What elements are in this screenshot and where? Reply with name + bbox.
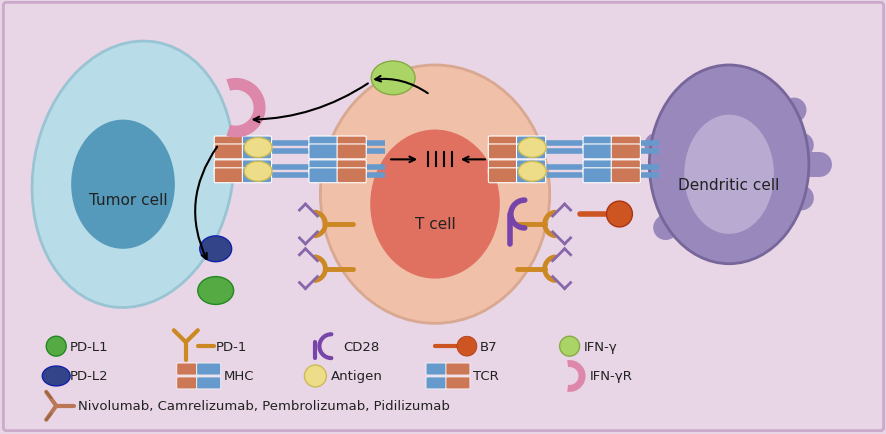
FancyBboxPatch shape bbox=[176, 363, 197, 375]
Ellipse shape bbox=[43, 366, 70, 386]
Text: B7: B7 bbox=[479, 340, 497, 353]
Ellipse shape bbox=[71, 120, 175, 249]
Text: TCR: TCR bbox=[472, 370, 498, 383]
Circle shape bbox=[559, 336, 579, 356]
FancyBboxPatch shape bbox=[488, 137, 517, 151]
FancyBboxPatch shape bbox=[242, 168, 271, 183]
Ellipse shape bbox=[517, 162, 546, 182]
FancyBboxPatch shape bbox=[337, 161, 366, 175]
FancyBboxPatch shape bbox=[308, 161, 338, 175]
Text: IFN-γR: IFN-γR bbox=[589, 370, 632, 383]
FancyBboxPatch shape bbox=[308, 168, 338, 183]
FancyBboxPatch shape bbox=[197, 377, 221, 389]
Ellipse shape bbox=[517, 138, 546, 158]
Ellipse shape bbox=[683, 115, 773, 234]
Text: CD28: CD28 bbox=[343, 340, 379, 353]
FancyBboxPatch shape bbox=[214, 161, 243, 175]
Text: PD-1: PD-1 bbox=[215, 340, 247, 353]
FancyBboxPatch shape bbox=[488, 145, 517, 160]
FancyBboxPatch shape bbox=[308, 145, 338, 160]
Text: T cell: T cell bbox=[414, 217, 455, 232]
Text: Dendritic cell: Dendritic cell bbox=[678, 178, 779, 192]
Ellipse shape bbox=[371, 62, 415, 95]
Text: PD-L1: PD-L1 bbox=[70, 340, 109, 353]
FancyBboxPatch shape bbox=[425, 363, 446, 375]
Polygon shape bbox=[566, 360, 585, 392]
Ellipse shape bbox=[32, 42, 234, 308]
FancyBboxPatch shape bbox=[242, 161, 271, 175]
Text: IFN-γ: IFN-γ bbox=[583, 340, 617, 353]
FancyBboxPatch shape bbox=[337, 145, 366, 160]
FancyBboxPatch shape bbox=[516, 168, 545, 183]
Text: Tumor cell: Tumor cell bbox=[89, 192, 167, 207]
FancyBboxPatch shape bbox=[214, 137, 243, 151]
FancyBboxPatch shape bbox=[582, 137, 611, 151]
FancyBboxPatch shape bbox=[242, 137, 271, 151]
Ellipse shape bbox=[369, 130, 499, 279]
FancyBboxPatch shape bbox=[425, 377, 446, 389]
Circle shape bbox=[304, 365, 326, 387]
FancyBboxPatch shape bbox=[488, 168, 517, 183]
FancyBboxPatch shape bbox=[582, 145, 611, 160]
Text: Nivolumab, Camrelizumab, Pembrolizumab, Pidilizumab: Nivolumab, Camrelizumab, Pembrolizumab, … bbox=[78, 399, 449, 412]
Ellipse shape bbox=[649, 66, 808, 264]
FancyBboxPatch shape bbox=[337, 137, 366, 151]
FancyBboxPatch shape bbox=[610, 145, 640, 160]
FancyBboxPatch shape bbox=[446, 377, 470, 389]
FancyBboxPatch shape bbox=[516, 161, 545, 175]
FancyBboxPatch shape bbox=[446, 363, 470, 375]
FancyBboxPatch shape bbox=[610, 161, 640, 175]
FancyBboxPatch shape bbox=[308, 137, 338, 151]
FancyBboxPatch shape bbox=[610, 168, 640, 183]
Ellipse shape bbox=[244, 138, 272, 158]
Ellipse shape bbox=[198, 277, 233, 305]
FancyBboxPatch shape bbox=[197, 363, 221, 375]
Ellipse shape bbox=[320, 66, 549, 324]
Ellipse shape bbox=[244, 162, 272, 182]
FancyBboxPatch shape bbox=[516, 137, 545, 151]
FancyBboxPatch shape bbox=[242, 145, 271, 160]
Circle shape bbox=[456, 336, 477, 356]
Text: PD-L2: PD-L2 bbox=[70, 370, 109, 383]
Circle shape bbox=[46, 336, 66, 356]
Circle shape bbox=[606, 202, 632, 227]
FancyBboxPatch shape bbox=[516, 145, 545, 160]
FancyBboxPatch shape bbox=[337, 168, 366, 183]
FancyBboxPatch shape bbox=[176, 377, 197, 389]
FancyBboxPatch shape bbox=[214, 168, 243, 183]
Polygon shape bbox=[226, 79, 265, 138]
FancyBboxPatch shape bbox=[582, 161, 611, 175]
Text: Antigen: Antigen bbox=[331, 370, 383, 383]
FancyBboxPatch shape bbox=[610, 137, 640, 151]
Ellipse shape bbox=[199, 237, 231, 262]
FancyBboxPatch shape bbox=[214, 145, 243, 160]
FancyBboxPatch shape bbox=[488, 161, 517, 175]
Text: MHC: MHC bbox=[223, 370, 254, 383]
FancyBboxPatch shape bbox=[582, 168, 611, 183]
